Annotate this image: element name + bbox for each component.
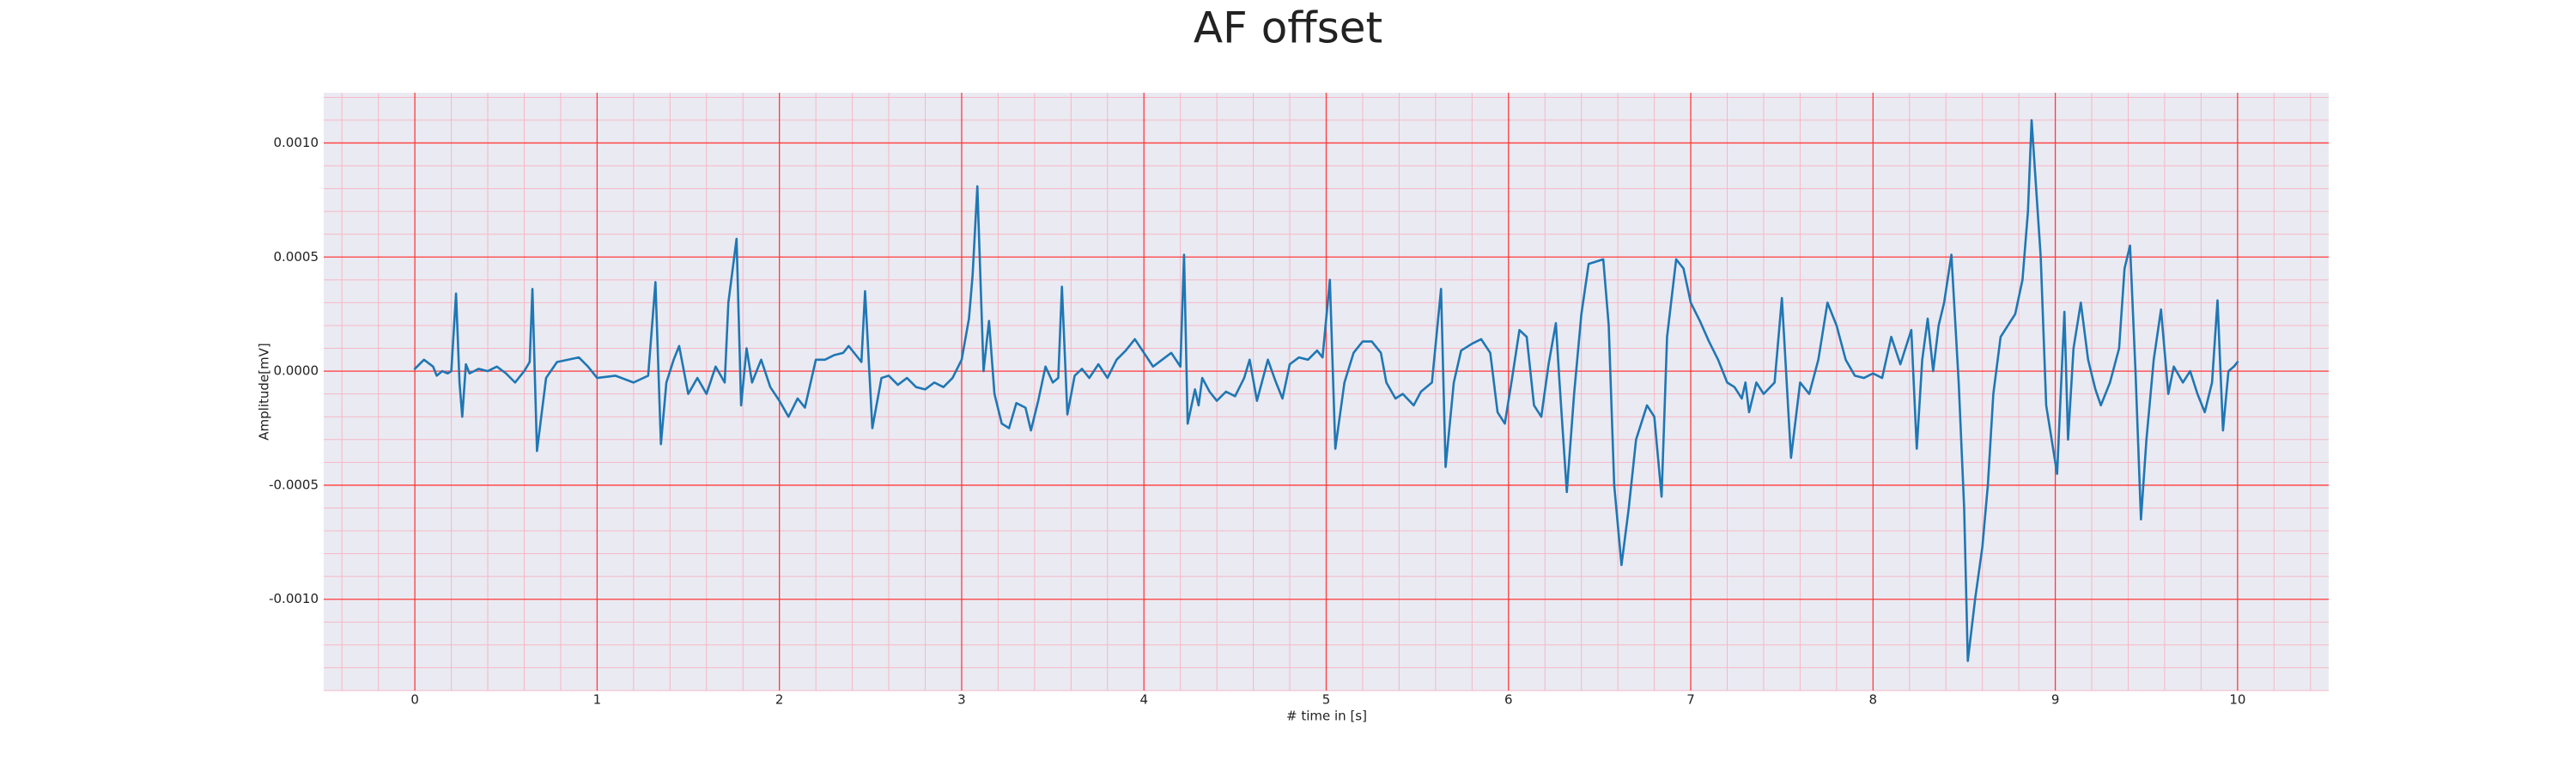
x-tick-label: 3 — [957, 692, 966, 708]
signal-line — [413, 119, 2239, 662]
x-tick-label: 0 — [410, 692, 419, 708]
x-tick-label: 7 — [1686, 692, 1695, 708]
y-tick-label: 0.0005 — [274, 249, 319, 265]
y-axis-label: Amplitude[mV] — [257, 343, 272, 440]
x-tick-label: 10 — [2229, 692, 2245, 708]
x-tick-label: 6 — [1504, 692, 1513, 708]
y-tick-label: 0.0000 — [274, 363, 319, 379]
x-axis-label: # time in [s] — [1286, 709, 1367, 724]
x-tick-label: 5 — [1322, 692, 1331, 708]
x-tick-label: 8 — [1869, 692, 1878, 708]
y-tick-label: 0.0010 — [274, 135, 319, 150]
x-tick-label: 9 — [2051, 692, 2060, 708]
x-tick-label: 4 — [1139, 692, 1148, 708]
x-tick-label: 1 — [593, 692, 602, 708]
y-tick-label: -0.0010 — [269, 591, 319, 606]
x-tick-label: 2 — [775, 692, 784, 708]
chart-title: AF offset — [1194, 3, 1382, 53]
y-tick-label: -0.0005 — [269, 477, 319, 492]
